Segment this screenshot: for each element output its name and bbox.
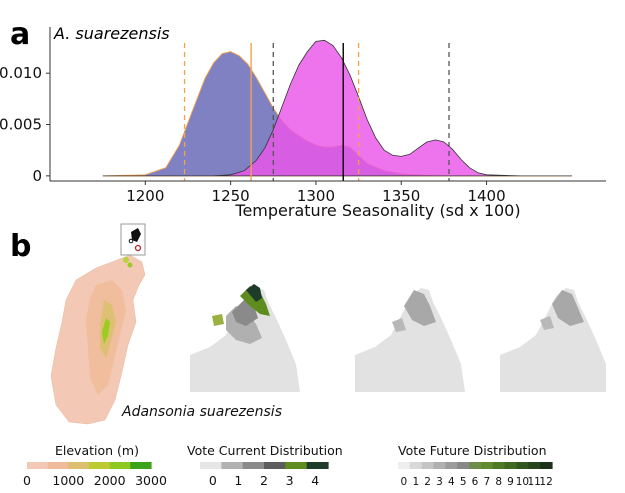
y-tick-label-1: 0.005	[0, 116, 42, 134]
future-distribution-map-1	[355, 288, 465, 392]
legend-2-tick-5: 5	[460, 476, 467, 488]
legend-0-swatch-2	[68, 462, 89, 469]
legend-2-tick-9: 9	[507, 476, 514, 488]
current-legend-title: Vote Current Distribution	[187, 443, 343, 458]
elevation-legend-ticks: 0 1000 2000 3000	[23, 473, 167, 488]
legend-2-tick-2: 2	[424, 476, 431, 488]
legend-2-tick-6: 6	[472, 476, 479, 488]
legend-2-tick-3: 3	[436, 476, 443, 488]
future-legend: Vote Future Distribution 0 1 2 3 4 5 6 7 8 9 10111…	[398, 443, 553, 488]
future-distribution-map-2	[500, 288, 606, 392]
legend-0-swatch-4	[110, 462, 131, 469]
legend-1-swatch-2	[243, 462, 265, 469]
legend-0-swatch-0	[27, 462, 48, 469]
legend-1-tick-1: 1	[234, 473, 242, 488]
legend-1-tick-2: 2	[260, 473, 268, 488]
legend-1-tick-0: 0	[209, 473, 217, 488]
legend-1-swatch-4	[285, 462, 307, 469]
density-areas	[103, 40, 572, 176]
elevation-legend-bar	[27, 462, 152, 469]
species-caption: Adansonia suarezensis	[121, 404, 282, 420]
x-axis-title: Temperature Seasonality (sd x 100)	[234, 201, 520, 220]
legend-2-swatch-3	[434, 462, 446, 469]
legend-1-swatch-5	[307, 462, 329, 469]
legend-2-swatch-9	[505, 462, 517, 469]
legend-2-tick-12: 12	[539, 476, 552, 488]
legend-2-swatch-12	[540, 462, 552, 469]
legend-2-swatch-2	[422, 462, 434, 469]
legend-2-swatch-0	[398, 462, 410, 469]
x-tick-label-0: 1200	[126, 187, 164, 205]
legend-0-swatch-1	[48, 462, 69, 469]
legend-2-swatch-8	[493, 462, 505, 469]
legend-2-tick-8: 8	[495, 476, 502, 488]
legend-1-tick-4: 4	[311, 473, 319, 488]
current-west-patch	[212, 314, 224, 326]
legend-2-swatch-6	[469, 462, 481, 469]
legend-2-tick-1: 1	[412, 476, 419, 488]
legend-0-tick-0: 0	[23, 473, 31, 488]
current-distribution-map	[190, 284, 300, 392]
future-legend-title: Vote Future Distribution	[398, 443, 547, 458]
madagascar-elevation-map	[51, 224, 145, 424]
legend-2-swatch-11	[528, 462, 540, 469]
madagascar-north-peak	[123, 257, 129, 263]
legend-0-tick-2: 2000	[94, 473, 126, 488]
current-legend-bar	[200, 462, 329, 469]
legend-2-tick-7: 7	[483, 476, 490, 488]
y-tick-label-2: 0.010	[0, 64, 42, 82]
legend-2-swatch-1	[410, 462, 422, 469]
y-tick-label-0: 0	[32, 167, 42, 185]
legend-2-tick-4: 4	[448, 476, 455, 488]
future-legend-bar	[398, 462, 553, 469]
y-ticks: 0 0.005 0.010	[0, 64, 50, 185]
species-label: A. suarezensis	[53, 24, 170, 43]
legend-0-tick-1: 1000	[52, 473, 84, 488]
elevation-legend-title: Elevation (m)	[55, 443, 139, 458]
madagascar-north-peak-2	[128, 263, 133, 268]
legend-1-swatch-1	[221, 462, 243, 469]
legend-2-swatch-5	[457, 462, 469, 469]
legend-1-tick-3: 3	[286, 473, 294, 488]
panel-a-letter: a	[10, 17, 30, 52]
legend-2-swatch-10	[517, 462, 529, 469]
legend-0-swatch-3	[89, 462, 110, 469]
current-legend: Vote Current Distribution 0 1 2 3 4	[187, 443, 343, 488]
legend-2-tick-0: 0	[401, 476, 408, 488]
current-legend-ticks: 0 1 2 3 4	[209, 473, 319, 488]
legend-0-swatch-5	[130, 462, 151, 469]
legend-2-swatch-7	[481, 462, 493, 469]
legend-2-swatch-4	[445, 462, 457, 469]
panel-b-letter: b	[10, 229, 31, 264]
legend-1-swatch-3	[264, 462, 286, 469]
legend-0-tick-3: 3000	[135, 473, 167, 488]
elevation-legend: Elevation (m) 0 1000 2000 3000	[23, 443, 167, 488]
legend-1-swatch-0	[200, 462, 222, 469]
